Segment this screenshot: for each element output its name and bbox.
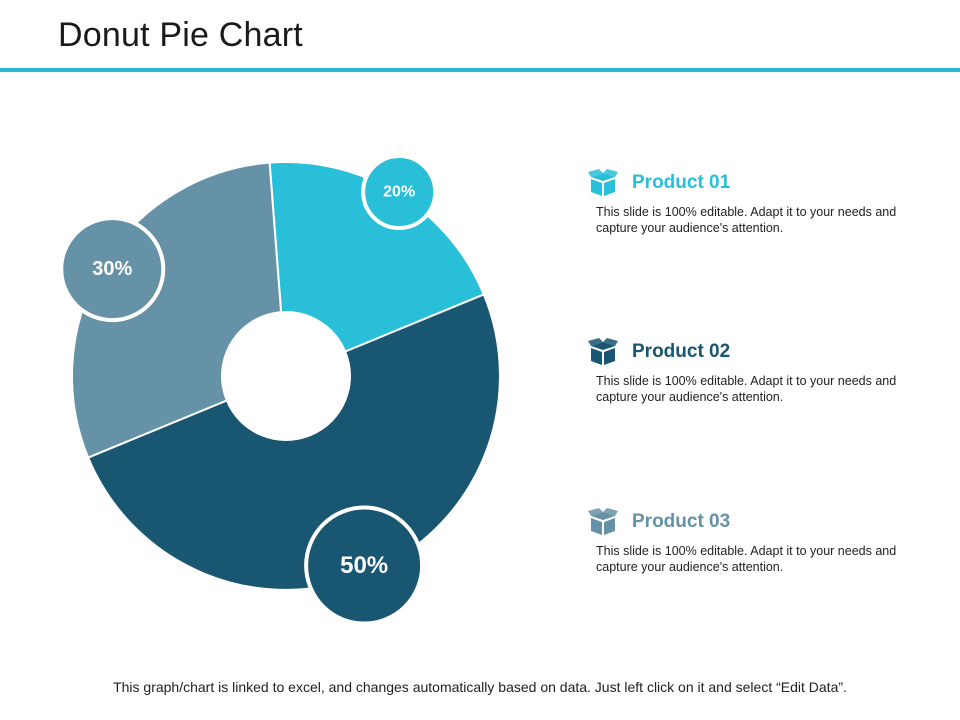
data-label: 20% — [383, 184, 415, 201]
box-icon — [588, 169, 618, 196]
value-bubbles: 20% 50% 30% — [59, 154, 438, 626]
box-icon-part — [603, 508, 618, 516]
data-label: 50% — [340, 552, 388, 579]
box-icon-part — [588, 508, 603, 516]
value-bubble — [59, 216, 166, 323]
box-icon-part — [603, 338, 618, 346]
box-icon-part — [604, 179, 615, 196]
box-icon-part — [588, 169, 603, 177]
page-title: Donut Pie Chart — [58, 16, 303, 54]
box-icon-part — [588, 338, 603, 346]
product-description: This slide is 100% editable. Adapt it to… — [596, 205, 897, 235]
donut-hole — [221, 311, 351, 441]
footer-note: This graph/chart is linked to excel, and… — [113, 679, 847, 695]
box-icon-part — [591, 348, 602, 365]
value-bubble — [361, 154, 438, 231]
box-icon-part — [604, 518, 615, 535]
legend-item-product-03: Product 03 This slide is 100% editable. … — [588, 507, 918, 575]
value-bubble — [304, 505, 425, 626]
box-icon-part — [604, 348, 615, 365]
legend-item-product-01: Product 01 This slide is 100% editable. … — [588, 168, 918, 236]
box-icon — [588, 338, 618, 365]
box-icon — [588, 508, 618, 535]
product-name: Product 02 — [632, 341, 731, 362]
box-icon-part — [591, 518, 602, 535]
legend-item-product-02: Product 02 This slide is 100% editable. … — [588, 337, 918, 405]
box-icon-part — [603, 169, 618, 177]
product-name: Product 01 — [632, 172, 731, 193]
product-description: This slide is 100% editable. Adapt it to… — [596, 544, 897, 574]
title-divider — [0, 68, 960, 72]
product-description: This slide is 100% editable. Adapt it to… — [596, 374, 897, 404]
box-icon-part — [591, 179, 602, 196]
data-label: 30% — [92, 258, 132, 280]
product-name: Product 03 — [632, 511, 731, 532]
